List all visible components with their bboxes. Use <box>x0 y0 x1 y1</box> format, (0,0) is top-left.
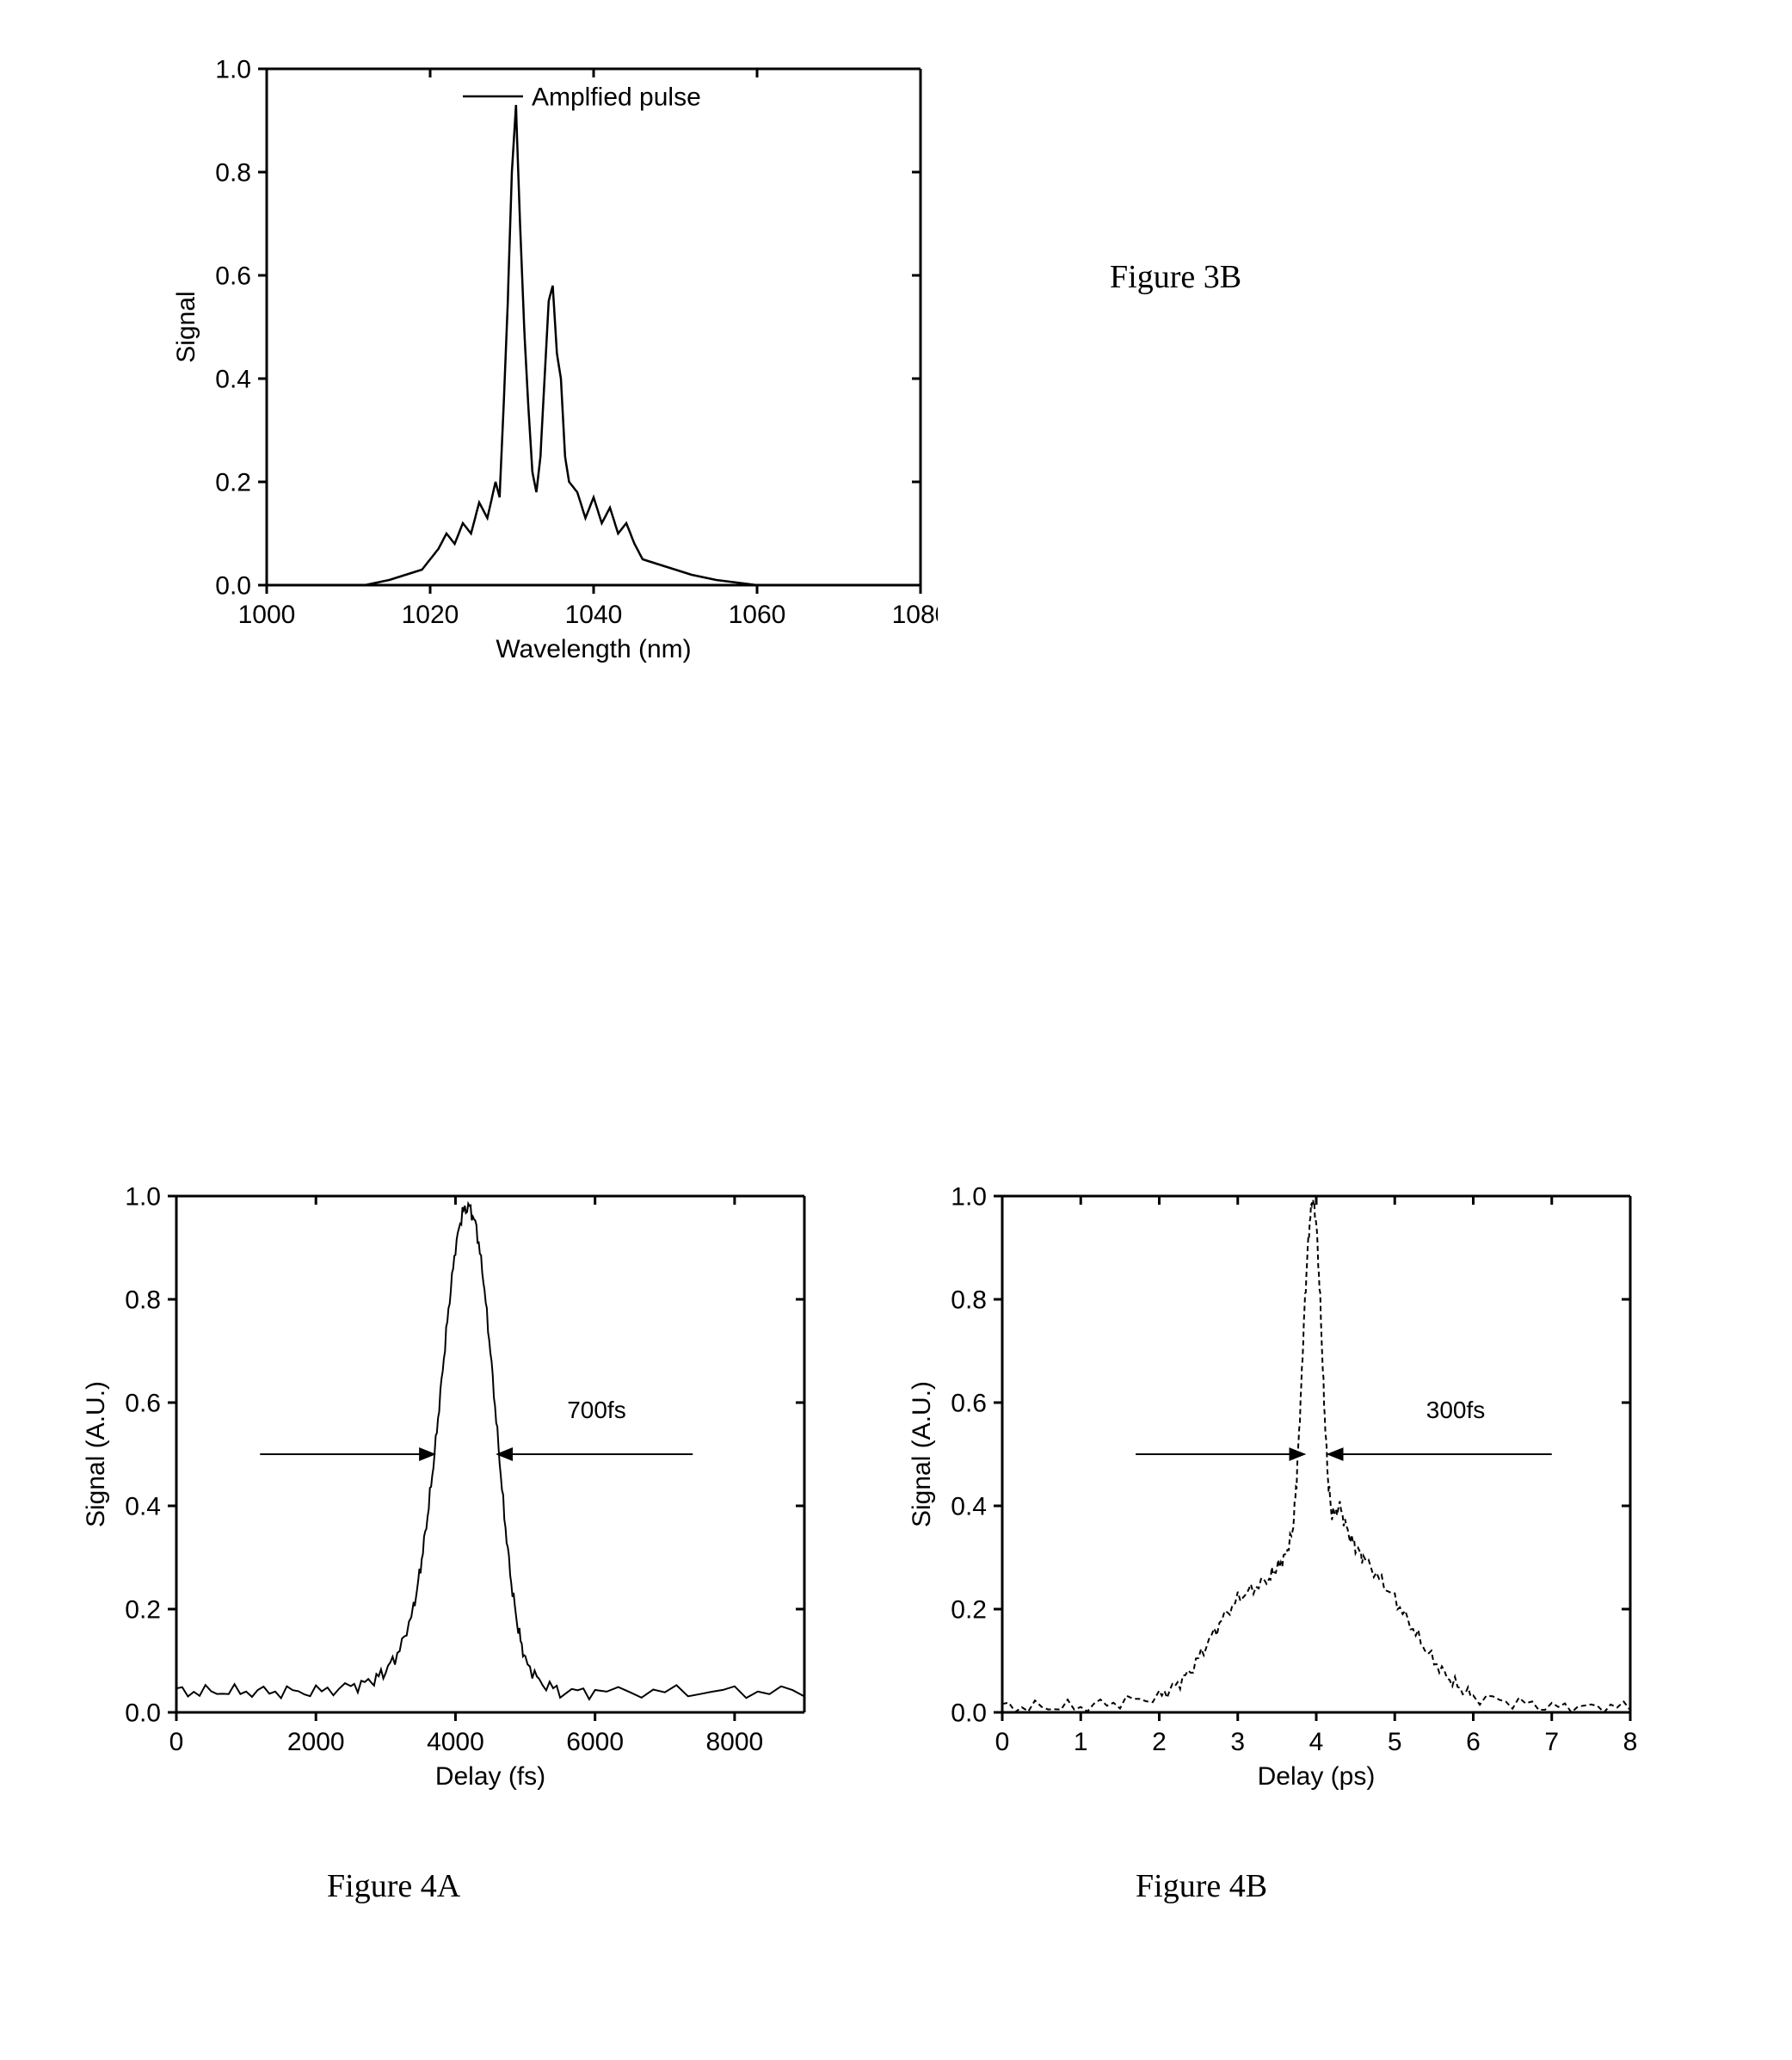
svg-text:8: 8 <box>1623 1728 1638 1756</box>
svg-text:4000: 4000 <box>427 1728 484 1756</box>
svg-text:Amplfied pulse: Amplfied pulse <box>532 83 701 112</box>
svg-text:300fs: 300fs <box>1426 1397 1486 1423</box>
svg-text:0.4: 0.4 <box>951 1493 987 1521</box>
svg-text:0.4: 0.4 <box>125 1493 161 1521</box>
svg-text:2: 2 <box>1152 1728 1167 1756</box>
svg-text:1040: 1040 <box>565 601 623 629</box>
figure-3b-chart: 1000 1020 1040 1060 1080 0.0 0.2 0.4 0.6 0.8 1.0 Wa… <box>163 52 938 671</box>
figure-4a-chart: 0 2000 4000 6000 8000 0.0 0.2 0.4 0.6 0.8 1.0 Delay… <box>73 1179 822 1798</box>
svg-text:1080: 1080 <box>892 601 938 629</box>
svg-text:0.6: 0.6 <box>215 262 251 291</box>
svg-text:1.0: 1.0 <box>125 1183 161 1212</box>
svg-text:Signal (A.U.): Signal (A.U.) <box>908 1381 936 1527</box>
svg-text:0.4: 0.4 <box>215 366 251 394</box>
svg-text:0.8: 0.8 <box>215 159 251 188</box>
svg-text:700fs: 700fs <box>567 1397 626 1423</box>
svg-text:0.6: 0.6 <box>125 1390 161 1418</box>
svg-text:Signal (A.U.): Signal (A.U.) <box>82 1381 110 1527</box>
svg-text:0.2: 0.2 <box>215 469 251 497</box>
svg-text:1.0: 1.0 <box>951 1183 987 1212</box>
svg-text:0.0: 0.0 <box>215 572 251 601</box>
svg-text:1020: 1020 <box>402 601 459 629</box>
figure-4b-label: Figure 4B <box>1136 1867 1267 1905</box>
svg-text:1060: 1060 <box>729 601 786 629</box>
svg-text:1.0: 1.0 <box>215 56 251 84</box>
svg-text:1: 1 <box>1074 1728 1088 1756</box>
svg-text:8000: 8000 <box>706 1728 764 1756</box>
svg-text:Signal: Signal <box>172 291 200 362</box>
svg-text:Delay (fs): Delay (fs) <box>435 1762 545 1791</box>
svg-text:0.2: 0.2 <box>951 1596 987 1625</box>
svg-text:3: 3 <box>1230 1728 1245 1756</box>
svg-text:1000: 1000 <box>238 601 296 629</box>
svg-text:0.8: 0.8 <box>125 1286 161 1315</box>
figure-4a-label: Figure 4A <box>327 1867 460 1905</box>
svg-text:5: 5 <box>1388 1728 1402 1756</box>
svg-text:4: 4 <box>1309 1728 1324 1756</box>
figure-3b-label: Figure 3B <box>1110 258 1241 296</box>
figure-4b-chart: 0 1 2 3 4 5 6 7 8 0.0 0.2 0.4 0.6 0.8 1.0 Delay (ps) Sig… <box>899 1179 1647 1798</box>
svg-text:0.6: 0.6 <box>951 1390 987 1418</box>
svg-text:0.2: 0.2 <box>125 1596 161 1625</box>
svg-text:6000: 6000 <box>566 1728 624 1756</box>
svg-text:Wavelength (nm): Wavelength (nm) <box>496 635 691 663</box>
svg-text:0.0: 0.0 <box>951 1699 987 1728</box>
svg-text:0: 0 <box>995 1728 1010 1756</box>
svg-text:0.0: 0.0 <box>125 1699 161 1728</box>
svg-text:Delay (ps): Delay (ps) <box>1258 1762 1376 1791</box>
svg-text:0: 0 <box>169 1728 184 1756</box>
svg-text:0.8: 0.8 <box>951 1286 987 1315</box>
svg-text:2000: 2000 <box>287 1728 345 1756</box>
svg-text:7: 7 <box>1544 1728 1559 1756</box>
svg-text:6: 6 <box>1466 1728 1481 1756</box>
